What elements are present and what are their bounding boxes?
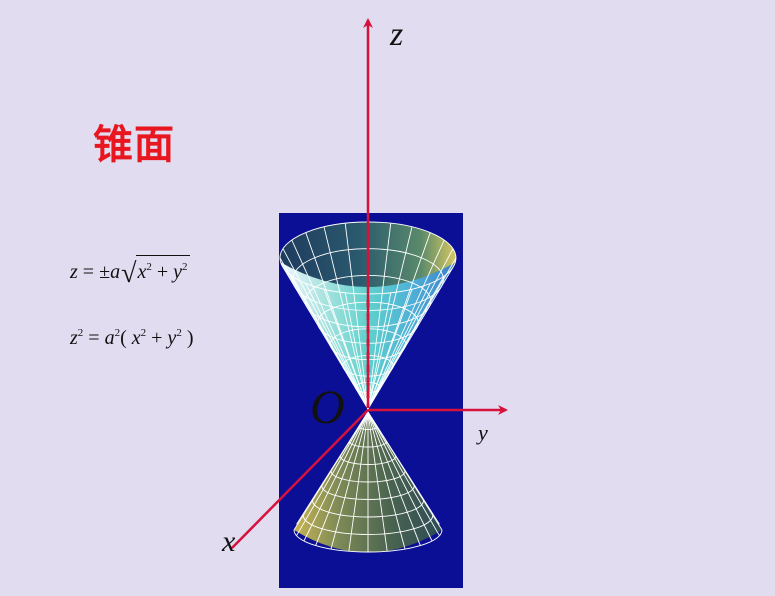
exponent: 2 [114,327,121,339]
mesh-generator-line [305,232,369,410]
x-axis [231,409,369,549]
formula-plus: + [146,327,168,349]
mesh-generator-line [367,248,454,410]
lower-rim [293,529,443,553]
radical-sign: √ [121,258,137,289]
mesh-generator-line [323,226,369,410]
formula-paren-close: ) [181,327,194,349]
mesh-generator-line [367,232,431,410]
mesh-generator-line [367,283,431,410]
lower-cone [293,411,443,553]
exponent: 2 [140,327,147,339]
y-axis-label: y [478,420,488,445]
mesh-ring [358,426,378,430]
formula-var-a: a [110,261,121,283]
axes [231,18,508,549]
mesh-generator-line [367,411,440,525]
radicand: x2 + y2 [136,255,190,283]
origin-label: O [310,381,345,434]
formula-cone-implicit: z2 = a2( x2 + y2 ) [70,327,193,350]
mesh-ring [349,441,387,448]
exponent: 2 [182,261,188,273]
formula-var-x: x [131,327,141,349]
exponent: 2 [146,261,152,273]
lower-cone-mesh [293,411,443,553]
mesh-generator-line [367,226,413,410]
mesh-ring [302,515,434,535]
mesh-generator-line [279,257,369,410]
formula-plus: + [151,261,174,283]
mesh-ring [312,500,424,518]
mesh-generator-line [305,283,369,410]
sqrt-symbol: √x2 + y2 [120,255,190,289]
formula-paren-open: ( [120,327,132,349]
mesh-ring [339,456,397,465]
x-axis-label: x [222,525,236,558]
exponent: 2 [77,327,84,339]
z-axis-label: z [390,16,404,53]
formula-var-y: y [173,261,182,283]
formula-cone-explicit: z = ±a√x2 + y2 [70,255,190,288]
mesh-generator-line [367,223,392,410]
formula-var-z: z [70,327,78,349]
formula-eq: = ± [77,261,111,283]
mesh-generator-line [344,223,369,410]
mesh-generator-line [367,239,445,410]
exponent: 2 [176,327,182,339]
mesh-generator-line [367,292,392,410]
formula-var-y: y [167,327,177,349]
formula-var-z: z [70,261,78,283]
slide-title: 锥面 [93,122,175,168]
mesh-ring [321,485,415,500]
formula-var-x: x [137,261,147,283]
formula-eq: = [83,327,105,349]
mesh-generator-line [344,292,369,410]
formula-var-a: a [104,327,115,349]
mesh-ring [330,470,406,483]
mesh-generator-line [291,239,369,410]
mesh-generator-line [282,248,369,410]
mesh-generator-line [296,411,369,525]
